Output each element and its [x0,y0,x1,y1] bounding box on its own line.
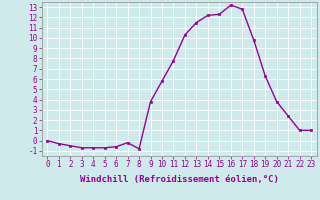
X-axis label: Windchill (Refroidissement éolien,°C): Windchill (Refroidissement éolien,°C) [80,175,279,184]
